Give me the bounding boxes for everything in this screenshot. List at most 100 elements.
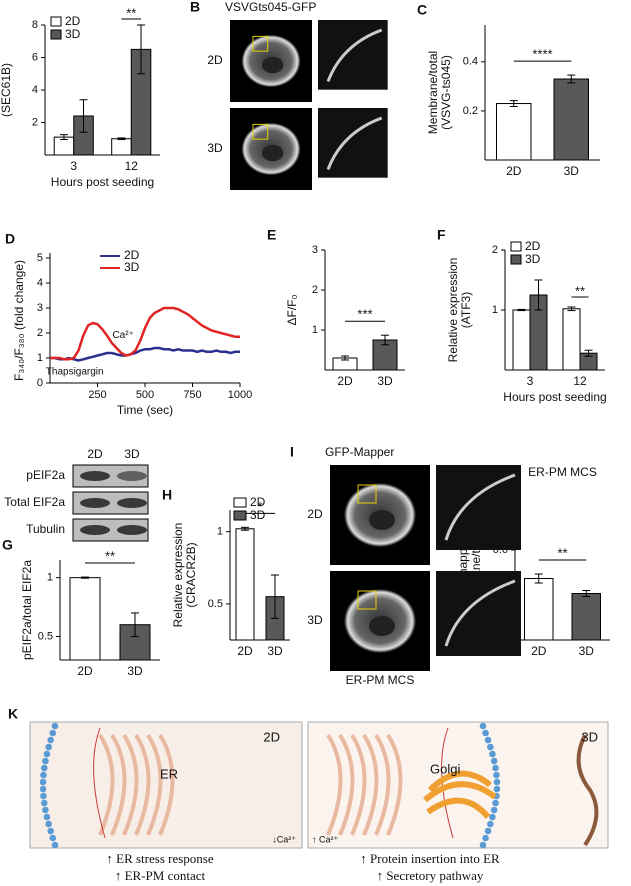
series-line bbox=[50, 306, 240, 361]
y-axis-title: ΔF/F₀ bbox=[285, 294, 299, 325]
blot-row-label: Tubulin bbox=[26, 522, 65, 536]
lipid bbox=[39, 778, 47, 786]
roi-box bbox=[357, 590, 377, 610]
lipid bbox=[43, 813, 51, 821]
bar bbox=[553, 78, 589, 161]
significance-label: ** bbox=[105, 548, 115, 563]
x-tick-label: 3D bbox=[579, 644, 595, 658]
legend-label: 2D bbox=[124, 248, 140, 262]
y-tick-label: 6 bbox=[32, 51, 38, 63]
x-tick-label: 500 bbox=[136, 389, 154, 401]
legend-label: 3D bbox=[250, 508, 266, 522]
bar bbox=[69, 577, 101, 661]
bar bbox=[562, 308, 581, 371]
er-sheet bbox=[122, 733, 139, 836]
blot-strip bbox=[72, 464, 149, 488]
inset-edge bbox=[326, 116, 383, 171]
lipid bbox=[482, 729, 489, 737]
lipid bbox=[484, 827, 492, 835]
y-tick-label: 1 bbox=[37, 352, 43, 364]
bar bbox=[571, 593, 601, 641]
error-bar bbox=[79, 99, 88, 133]
y-axis-title: (VSVG-ts045) bbox=[439, 55, 453, 130]
panel-label: F bbox=[437, 227, 446, 243]
significance-label: ** bbox=[575, 283, 585, 298]
lipid bbox=[42, 806, 49, 814]
blot-column: 2D bbox=[87, 447, 103, 461]
er-sheet bbox=[110, 733, 127, 836]
y-tick-label: 0.2 bbox=[463, 105, 478, 117]
legend-label: 3D bbox=[65, 27, 81, 41]
blot-band bbox=[117, 498, 147, 508]
error-bar bbox=[117, 137, 126, 141]
diagram-label: Golgi bbox=[430, 761, 460, 776]
y-axis-title: (SEC61B) bbox=[0, 63, 13, 117]
legend-swatch bbox=[50, 16, 62, 27]
x-tick-label: 3D bbox=[267, 644, 283, 658]
error-bar bbox=[567, 306, 576, 312]
er-sheet bbox=[98, 733, 115, 836]
panel-label: B bbox=[190, 0, 200, 15]
x-tick-label: 12 bbox=[573, 374, 587, 388]
legend-swatch bbox=[510, 254, 522, 265]
lipid bbox=[43, 750, 51, 758]
image-footer: ER-PM MCS bbox=[346, 673, 415, 687]
significance-label: *** bbox=[357, 307, 372, 322]
x-tick-label: 12 bbox=[125, 159, 139, 173]
y-tick-label: 2 bbox=[37, 327, 43, 339]
legend-label: 3D bbox=[124, 260, 140, 274]
y-tick-label: 0.4 bbox=[463, 56, 478, 68]
diagram-caption: ↑ ER stress response bbox=[106, 851, 213, 866]
blot-strip bbox=[72, 518, 149, 542]
lipid bbox=[47, 736, 54, 744]
significance-label: ** bbox=[126, 5, 136, 20]
y-axis-title: Relative expression bbox=[446, 258, 460, 363]
fiber bbox=[576, 734, 599, 847]
inset-edge bbox=[444, 473, 516, 541]
image-row-label: 2D bbox=[307, 507, 323, 521]
lipid bbox=[51, 841, 59, 849]
nucleus bbox=[261, 56, 284, 74]
lipid bbox=[492, 764, 499, 772]
blot-row-label: pEIF2a bbox=[26, 468, 65, 482]
panel-label: K bbox=[8, 706, 18, 722]
nucleus bbox=[369, 510, 395, 530]
actin bbox=[93, 727, 106, 839]
lipid bbox=[39, 785, 47, 793]
lipid bbox=[493, 778, 501, 786]
lipid bbox=[490, 806, 498, 814]
diagram-label: ER bbox=[160, 766, 178, 781]
lipid bbox=[40, 771, 47, 779]
lipid bbox=[42, 757, 49, 765]
legend-label: 2D bbox=[525, 239, 541, 253]
y-tick-label: 3 bbox=[37, 302, 43, 314]
y-tick-label: 3 bbox=[312, 244, 318, 256]
y-tick-label: 1 bbox=[492, 304, 498, 316]
lipid bbox=[40, 792, 47, 800]
annotation: Ca²⁺ bbox=[112, 330, 133, 341]
lipid bbox=[482, 834, 489, 842]
panel-label: C bbox=[417, 2, 427, 18]
x-tick-label: 2D bbox=[506, 164, 522, 178]
significance-label: * bbox=[257, 499, 262, 514]
lipid bbox=[49, 834, 57, 842]
panel-label: I bbox=[290, 444, 294, 460]
lipid bbox=[493, 771, 500, 779]
er-sheet bbox=[326, 733, 343, 836]
y-tick-label: 8 bbox=[32, 19, 38, 31]
image-row-label: 3D bbox=[207, 141, 223, 155]
x-tick-label: 750 bbox=[183, 389, 201, 401]
error-bar bbox=[381, 334, 389, 346]
blot-row-label: Total EIF2a bbox=[4, 495, 65, 509]
x-tick-label: 2D bbox=[77, 664, 93, 678]
x-tick-label: 2D bbox=[237, 644, 253, 658]
y-axis-title: pEIF2a/total EIF2a bbox=[20, 560, 34, 660]
nucleus bbox=[369, 616, 395, 636]
diagram-box bbox=[29, 721, 303, 849]
significance-label: **** bbox=[532, 47, 552, 62]
lipid bbox=[492, 799, 499, 807]
x-axis-title: Hours post seeding bbox=[51, 175, 154, 189]
diagram-label: ↑ Ca²⁺ bbox=[312, 834, 339, 844]
diagram-label: 3D bbox=[581, 729, 598, 744]
